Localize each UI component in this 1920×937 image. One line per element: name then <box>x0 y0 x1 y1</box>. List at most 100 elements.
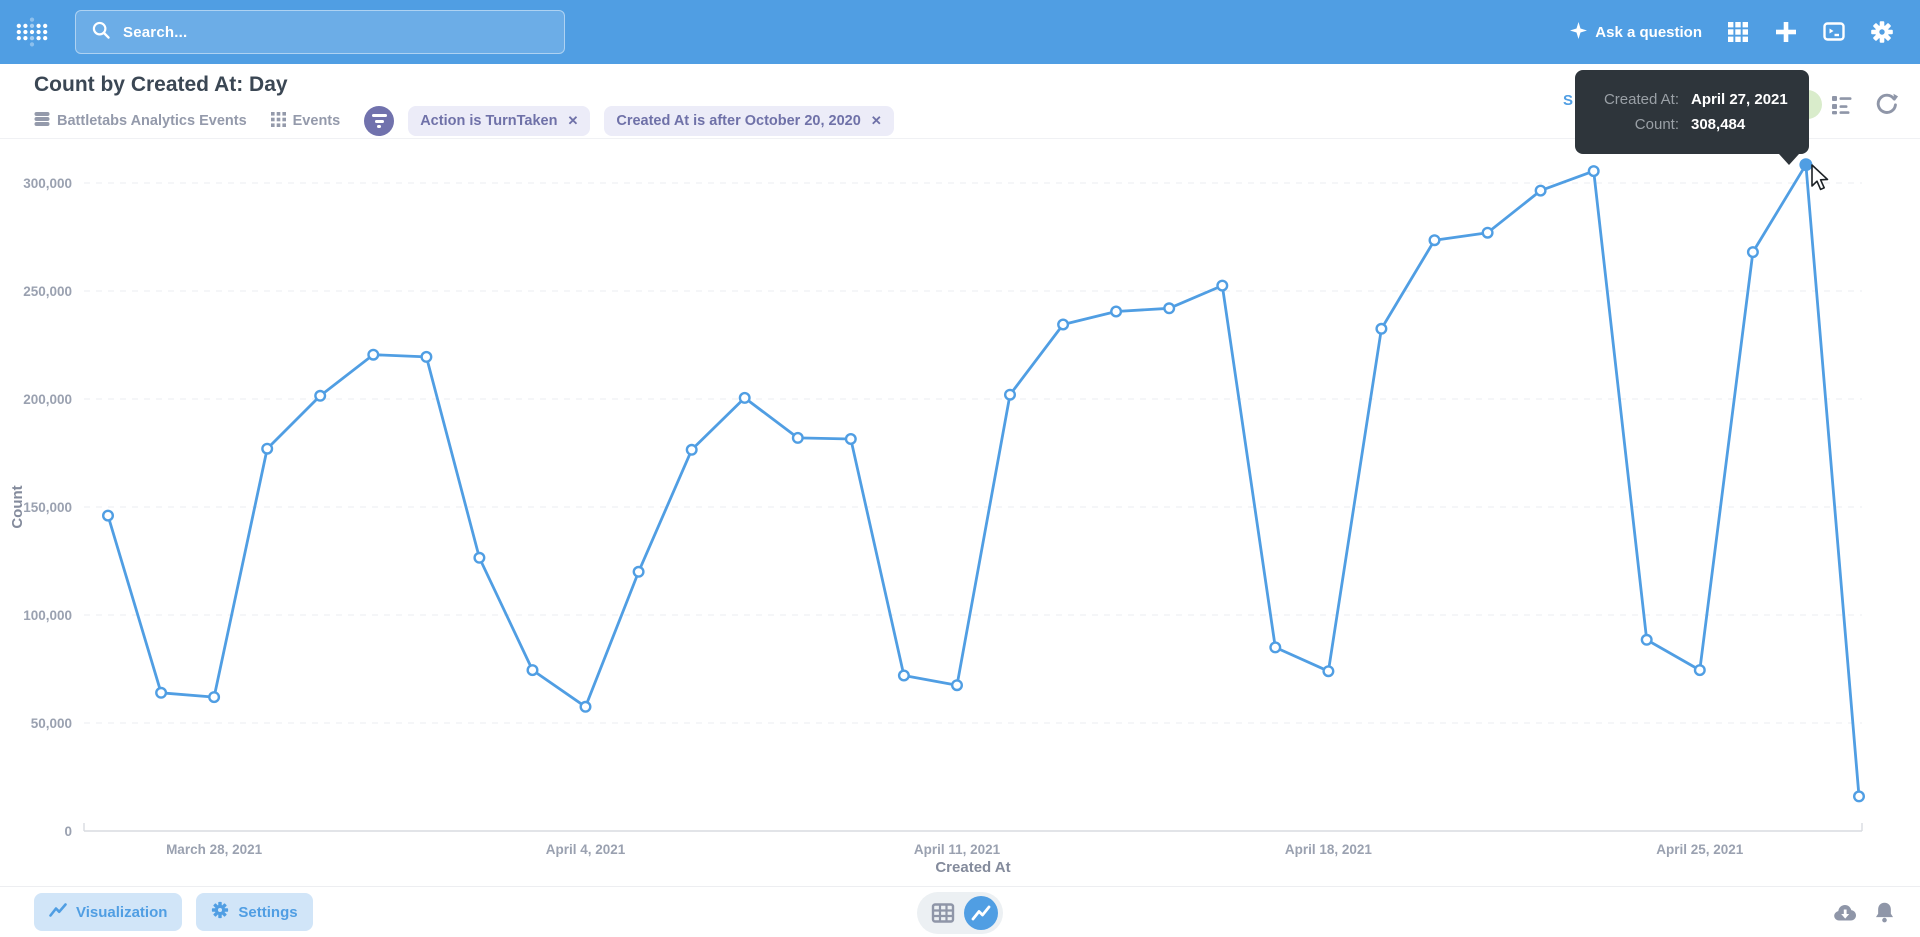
x-axis-tick: April 11, 2021 <box>914 842 1001 857</box>
data-point[interactable] <box>1216 279 1229 292</box>
table-view-button[interactable] <box>931 901 955 925</box>
metabase-logo-icon[interactable] <box>12 12 52 52</box>
mouse-cursor-icon <box>1810 164 1836 197</box>
filter-chip-label: Created At is after October 20, 2020 <box>616 113 861 129</box>
data-point[interactable] <box>1057 318 1070 331</box>
data-point[interactable] <box>1269 641 1282 654</box>
remove-filter-icon[interactable]: ✕ <box>567 113 579 128</box>
notebook-list-icon[interactable] <box>1830 92 1856 118</box>
table-grid-icon <box>270 111 286 131</box>
sparkle-icon <box>1570 21 1588 43</box>
database-icon <box>34 111 50 131</box>
y-axis-tick: 0 <box>64 824 72 839</box>
data-point[interactable] <box>1534 184 1547 197</box>
data-point[interactable] <box>420 350 433 363</box>
logo-dots <box>16 17 48 47</box>
filter-chip-action[interactable]: Action is TurnTaken ✕ <box>408 106 591 136</box>
filter-chip-created-at[interactable]: Created At is after October 20, 2020 ✕ <box>604 106 894 136</box>
data-point[interactable] <box>367 348 380 361</box>
search-icon <box>91 20 111 45</box>
footer-left-buttons: Visualization Settings <box>34 893 313 931</box>
data-point-hovered[interactable] <box>1799 158 1813 172</box>
data-point[interactable] <box>1428 234 1441 247</box>
source-table-label: Events <box>292 113 341 129</box>
data-point[interactable] <box>1481 226 1494 239</box>
visualization-button[interactable]: Visualization <box>34 893 183 931</box>
filter-chip-label: Action is TurnTaken <box>420 113 558 129</box>
data-point[interactable] <box>155 686 168 699</box>
data-point[interactable] <box>632 565 645 578</box>
data-point[interactable] <box>738 391 751 404</box>
funnel-icon <box>371 114 387 117</box>
clipped-header-action[interactable]: S <box>1563 92 1574 109</box>
x-axis-tick: April 4, 2021 <box>546 842 626 857</box>
gear-icon <box>211 901 229 923</box>
data-point[interactable] <box>473 551 486 564</box>
tooltip-value: 308,484 <box>1691 116 1746 133</box>
question-meta-row: Battletabs Analytics Events Events <box>34 106 894 136</box>
search-input[interactable]: Search... <box>75 10 565 54</box>
tooltip-label: Count: <box>1634 116 1679 133</box>
data-point[interactable] <box>1322 665 1335 678</box>
series-line[interactable] <box>106 163 1861 798</box>
data-point[interactable] <box>1163 302 1176 315</box>
ask-a-question-label: Ask a question <box>1595 23 1702 41</box>
bottom-toolbar: Visualization Settings <box>0 886 1920 937</box>
data-point[interactable] <box>1004 388 1017 401</box>
data-point[interactable] <box>1640 633 1653 646</box>
data-point[interactable] <box>526 664 539 677</box>
data-point[interactable] <box>1375 322 1388 335</box>
page-title: Count by Created At: Day <box>34 73 288 96</box>
data-point[interactable] <box>261 442 274 455</box>
ask-a-question-button[interactable]: Ask a question <box>1570 21 1702 43</box>
chart-view-button-active[interactable] <box>964 896 998 930</box>
data-point[interactable] <box>1587 165 1600 178</box>
settings-button[interactable]: Settings <box>196 893 313 931</box>
data-point[interactable] <box>951 679 964 692</box>
data-point[interactable] <box>1746 246 1759 259</box>
source-database-label: Battletabs Analytics Events <box>57 113 247 129</box>
y-axis-tick: 300,000 <box>23 176 72 191</box>
line-chart-icon <box>49 902 67 922</box>
visualization-label: Visualization <box>76 903 168 921</box>
data-point[interactable] <box>1110 305 1123 318</box>
x-axis-tick: April 25, 2021 <box>1656 842 1744 857</box>
data-point[interactable] <box>685 443 698 456</box>
refresh-icon[interactable] <box>1874 92 1900 118</box>
bell-icon[interactable] <box>1872 900 1898 926</box>
x-axis-tick: March 28, 2021 <box>166 842 263 857</box>
chart-tooltip: Created At: April 27, 2021 Count: 308,48… <box>1575 70 1809 165</box>
settings-label: Settings <box>238 903 298 921</box>
tooltip-value: April 27, 2021 <box>1691 91 1788 108</box>
data-point[interactable] <box>314 389 327 402</box>
cloud-download-icon[interactable] <box>1832 900 1858 926</box>
footer-right-icons <box>1832 887 1898 937</box>
y-axis-title: Count <box>9 485 26 528</box>
y-axis-tick: 50,000 <box>31 716 72 731</box>
x-axis-title: Created At <box>935 859 1010 876</box>
data-point[interactable] <box>1693 664 1706 677</box>
data-point[interactable] <box>208 691 221 704</box>
remove-filter-icon[interactable]: ✕ <box>870 113 882 128</box>
data-point[interactable] <box>791 431 804 444</box>
gear-icon[interactable] <box>1870 20 1894 44</box>
source-table[interactable]: Events <box>270 111 341 131</box>
plus-icon[interactable] <box>1774 20 1798 44</box>
filter-icon-button[interactable] <box>364 106 395 136</box>
data-point[interactable] <box>897 669 910 682</box>
sql-console-icon[interactable] <box>1822 20 1846 44</box>
source-database[interactable]: Battletabs Analytics Events <box>34 111 247 131</box>
apps-grid-icon[interactable] <box>1726 20 1750 44</box>
data-point[interactable] <box>101 509 114 522</box>
data-point[interactable] <box>579 700 592 713</box>
data-point[interactable] <box>844 433 857 446</box>
search-placeholder: Search... <box>123 23 188 41</box>
tooltip-label: Created At: <box>1603 91 1679 108</box>
data-point[interactable] <box>1852 790 1865 803</box>
line-chart[interactable]: 0 50,000 100,000 150,000 200,000 250,000 300,0… <box>0 139 1920 886</box>
x-axis-tick: April 18, 2021 <box>1285 842 1373 857</box>
tooltip-row: Count: 308,484 <box>1593 112 1791 137</box>
tooltip-row: Created At: April 27, 2021 <box>1593 87 1791 112</box>
nav-actions: Ask a question <box>1570 20 1920 44</box>
